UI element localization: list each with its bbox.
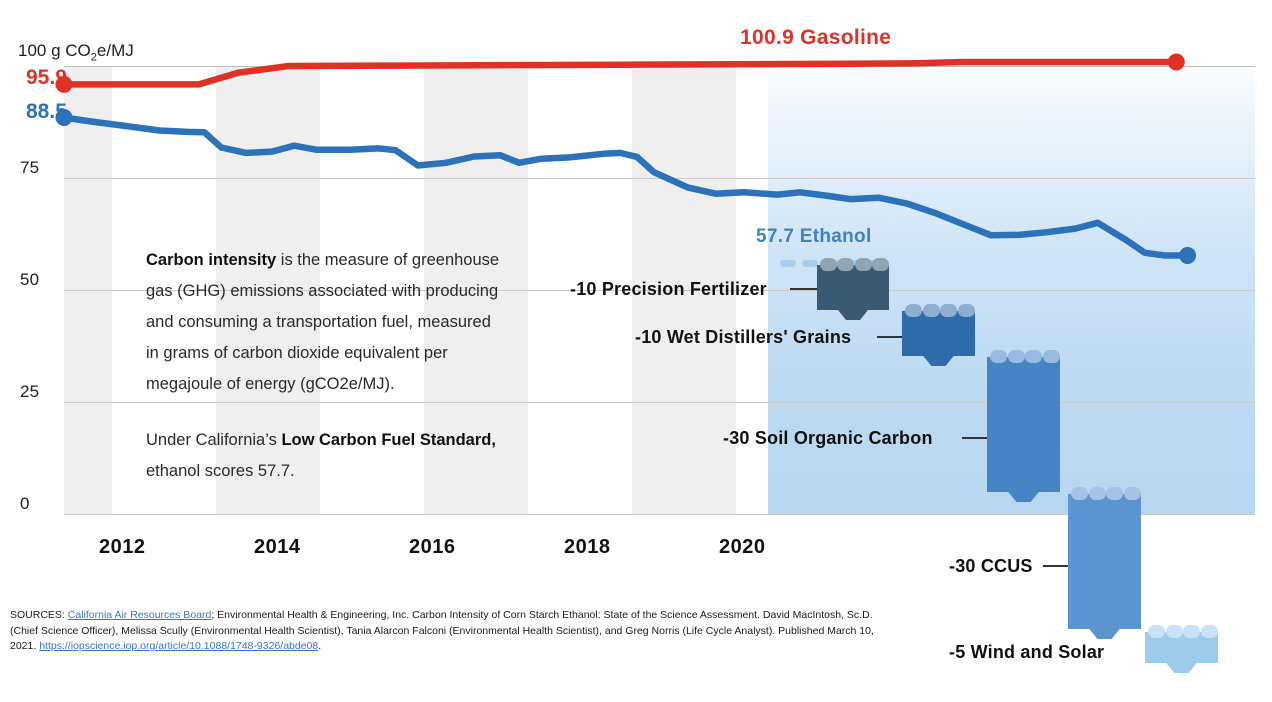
- brick-precision-fertilizer[interactable]: [817, 258, 889, 320]
- brick-stud-icon: [1183, 625, 1201, 638]
- gridline-0: [64, 514, 1255, 515]
- brick-body: [817, 265, 889, 310]
- sources-link-carb[interactable]: California Air Resources Board: [67, 609, 212, 621]
- leader-ccus: [1043, 565, 1068, 567]
- brick-wind-and-solar[interactable]: [1145, 625, 1218, 673]
- annotation-term: Carbon intensity: [146, 251, 277, 269]
- brick-stud-icon: [1088, 487, 1106, 500]
- brick-stud-icon: [820, 258, 837, 271]
- brick-stud-icon: [1043, 350, 1060, 363]
- leader-precision-fertilizer: [790, 288, 817, 290]
- brick-label-ccus: -30 CCUS: [949, 556, 1033, 576]
- brick-body: [1068, 494, 1141, 629]
- gridline-100: [64, 66, 1255, 67]
- brick-stud-icon: [990, 350, 1007, 363]
- y-axis-title-subscript: 2: [90, 51, 97, 64]
- annotation-paragraph-1: Carbon intensity is the measure of green…: [146, 245, 506, 400]
- ethanol-dash-2: [802, 260, 818, 267]
- annotation-tail: ethanol scores 57.7.: [146, 462, 295, 480]
- brick-stud-icon: [1148, 625, 1165, 638]
- brick-stud-icon: [1106, 487, 1124, 500]
- brick-stud-icon: [1007, 350, 1025, 363]
- annotation-paragraph-2: Under California’s Low Carbon Fuel Stand…: [146, 425, 506, 487]
- brick-notch: [1007, 491, 1040, 502]
- y-tick-50: 50: [20, 270, 40, 289]
- sources-link-doi[interactable]: https://iopscience.iop.org/article/10.10…: [39, 640, 319, 652]
- brick-stud-icon: [1071, 487, 1088, 500]
- brick-stud-icon: [1201, 625, 1218, 638]
- brick-stud-icon: [872, 258, 889, 271]
- gasoline-start-label: 95.9: [26, 66, 67, 89]
- brick-stud-icon: [837, 258, 855, 271]
- y-axis-title-units: e/MJ: [96, 41, 134, 60]
- ethanol-dash-1: [780, 260, 796, 267]
- x-tick-2020: 2020: [719, 536, 766, 558]
- sources-footnote: SOURCES: California Air Resources Board;…: [10, 608, 890, 655]
- gridline-25: [64, 402, 1255, 403]
- x-tick-2014: 2014: [254, 536, 301, 558]
- brick-body: [902, 311, 975, 356]
- gridline-75: [64, 178, 1255, 179]
- brick-notch: [1088, 628, 1121, 639]
- brick-label-precision-fertilizer: -10 Precision Fertilizer: [570, 279, 767, 299]
- brick-ccus[interactable]: [1068, 487, 1141, 639]
- leader-soil-organic-carbon: [962, 437, 987, 439]
- brick-wet-distillers-grains[interactable]: [902, 304, 975, 366]
- ethanol-start-label: 88.5: [26, 100, 67, 123]
- brick-stud-icon: [905, 304, 922, 317]
- leader-wet-distillers-grains: [877, 336, 902, 338]
- annotation-standard: Low Carbon Fuel Standard,: [281, 431, 496, 449]
- sources-suffix: .: [318, 640, 322, 652]
- sources-body: ; Environmental Health & Engineering, In…: [10, 609, 874, 652]
- brick-soil-organic-carbon[interactable]: [987, 350, 1060, 502]
- brick-stud-icon: [1165, 625, 1183, 638]
- y-tick-25: 25: [20, 382, 40, 401]
- brick-label-wet-distillers-grains: -10 Wet Distillers' Grains: [635, 327, 852, 347]
- brick-stud-icon: [1025, 350, 1043, 363]
- brick-stud-icon: [1124, 487, 1141, 500]
- x-tick-2012: 2012: [99, 536, 146, 558]
- brick-stud-icon: [940, 304, 958, 317]
- gridline-50: [64, 290, 1255, 291]
- brick-label-wind-and-solar: -5 Wind and Solar: [949, 642, 1105, 662]
- brick-notch: [837, 309, 869, 320]
- y-tick-0: 0: [20, 494, 30, 513]
- annotation-lead: Under California’s: [146, 431, 282, 449]
- brick-stud-icon: [958, 304, 975, 317]
- y-axis-title: 100 g CO2e/MJ: [18, 41, 134, 63]
- brick-body: [987, 357, 1060, 492]
- annotation-body: is the measure of greenhouse gas (GHG) e…: [146, 251, 500, 393]
- gasoline-end-label: 100.9 Gasoline: [740, 26, 892, 49]
- x-tick-2016: 2016: [409, 536, 456, 558]
- brick-label-soil-organic-carbon: -30 Soil Organic Carbon: [723, 428, 933, 448]
- y-axis-title-main: 100 g CO: [18, 41, 91, 60]
- ethanol-end-label: 57.7 Ethanol: [756, 226, 872, 247]
- sources-prefix: SOURCES:: [10, 609, 68, 621]
- x-tick-2018: 2018: [564, 536, 611, 558]
- brick-notch: [1165, 662, 1198, 673]
- y-tick-75: 75: [20, 158, 40, 177]
- brick-stud-icon: [854, 258, 872, 271]
- brick-notch: [922, 355, 955, 366]
- brick-stud-icon: [922, 304, 940, 317]
